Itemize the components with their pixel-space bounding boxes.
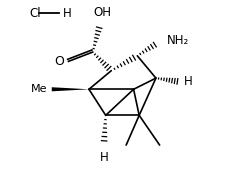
Text: H: H xyxy=(63,7,71,20)
Polygon shape xyxy=(52,87,89,91)
Text: H: H xyxy=(99,151,108,164)
Text: O: O xyxy=(54,55,64,68)
Text: OH: OH xyxy=(93,6,111,19)
Text: Me: Me xyxy=(30,84,47,94)
Text: Cl: Cl xyxy=(29,7,41,20)
Text: NH₂: NH₂ xyxy=(166,34,188,47)
Text: H: H xyxy=(183,75,192,88)
